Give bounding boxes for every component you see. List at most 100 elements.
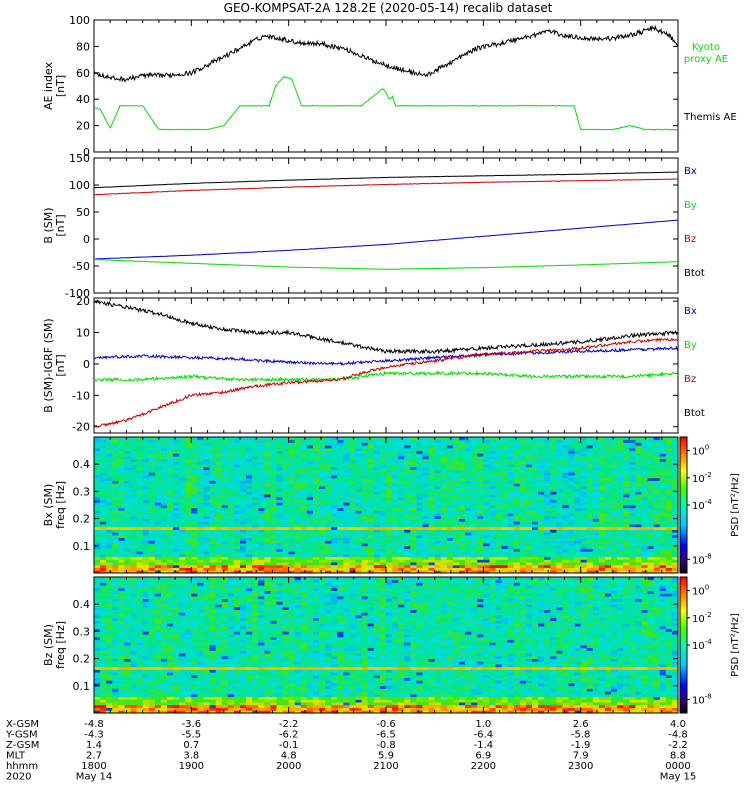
bx-spec-cell: [629, 442, 636, 446]
bx-spec-cell: [154, 445, 162, 449]
bx-spec-cell: [167, 458, 174, 462]
bx-spec-cell: [373, 524, 381, 528]
bx-spec-cell: [185, 483, 192, 487]
bx-spec-cell: [203, 480, 210, 484]
bx-spec-cell: [544, 521, 551, 525]
bx-spec-cell: [641, 485, 648, 490]
bx-spec-cell: [246, 439, 253, 443]
bx-spec-cell: [532, 513, 539, 517]
bx-spec-cell: [477, 480, 484, 484]
bx-spec-cell: [331, 505, 338, 509]
bx-spec-cell: [130, 502, 137, 506]
bx-spec-cell: [617, 524, 624, 528]
bx-spec-cell: [611, 562, 618, 566]
bx-spec-cell: [221, 480, 229, 484]
bx-spec-cell: [440, 526, 448, 530]
bx-spec-cell: [641, 545, 648, 549]
bx-spec-cell: [227, 496, 235, 500]
bx-spec-cell: [209, 483, 217, 487]
bx-spec-cell: [568, 453, 575, 457]
bx-spec-cell: [519, 532, 527, 536]
bx-spec-cell: [580, 553, 588, 558]
bx-spec-cell: [160, 439, 168, 443]
bx-spec-cell: [331, 439, 338, 443]
bx-spec-cell: [124, 540, 131, 544]
bx-spec-cell: [501, 562, 509, 566]
bx-spec-cell: [422, 466, 429, 471]
bx-spec-cell: [477, 545, 484, 549]
bx-spec-cell: [313, 483, 320, 487]
bx-spec-cell: [233, 485, 241, 490]
bx-spec-cell: [471, 521, 478, 525]
bx-spec-cell: [203, 518, 210, 522]
bx-spec-cell: [142, 445, 150, 449]
bx-spec-cell: [483, 483, 490, 487]
bx-spec-cell: [227, 505, 235, 509]
bx-spec-cell: [252, 556, 259, 560]
bx-spec-cell: [130, 564, 137, 568]
bx-spec-cell: [404, 532, 411, 536]
ae-ytick-label: 40: [76, 93, 90, 106]
bx-spec-cell: [525, 491, 533, 495]
bx-spec-cell: [629, 567, 636, 571]
bx-spec-cell: [452, 548, 460, 552]
bx-spec-cell: [167, 564, 174, 568]
bx-spec-cell: [112, 461, 119, 465]
bx-spec-cell: [586, 456, 594, 460]
bx-spec-cell: [349, 439, 356, 443]
bx-spec-cell: [501, 553, 509, 558]
bx-spec-cell: [294, 540, 302, 544]
ae-ytick-label: 60: [76, 67, 90, 80]
bx-spec-cell: [215, 483, 223, 487]
bx-spec-cell: [154, 466, 162, 471]
bx-spec-cell: [525, 505, 533, 509]
bx-spec-cell: [580, 532, 588, 536]
bx-spec-cell: [525, 502, 533, 506]
bx-spec-cell: [538, 491, 545, 495]
bx-spec-cell: [501, 458, 509, 462]
bx-spec-cell: [94, 469, 101, 473]
bx-spec-cell: [392, 456, 399, 460]
bx-spec-cell: [519, 491, 527, 495]
bx-spec-cell: [215, 453, 223, 457]
bx-spec-cell: [209, 485, 217, 490]
bx-spec-cell: [386, 513, 393, 517]
bx-spec-cell: [124, 477, 131, 481]
bx-spec-cell: [617, 437, 624, 441]
bx-spec-cell: [173, 439, 180, 443]
bx-spec-cell: [544, 494, 551, 498]
bx-spec-cell: [483, 534, 490, 539]
bx-spec-cell: [519, 545, 527, 549]
bx-spec-cell: [349, 477, 356, 481]
bx-spec-cell: [525, 553, 533, 558]
bx-spec-cell: [361, 526, 369, 530]
bx-spec-cell: [191, 499, 198, 503]
bx-spec-cell: [124, 548, 131, 552]
bx-spec-cell: [276, 553, 283, 558]
bx-spec-cell: [465, 445, 472, 449]
bx-spec-cell: [629, 518, 636, 522]
bx-spec-cell: [440, 447, 448, 451]
bx-spec-cell: [386, 485, 393, 490]
bx-spec-cell: [392, 562, 399, 566]
bx-spec-cell: [617, 513, 624, 517]
bx-spec-cell: [337, 466, 344, 471]
bx-spec-cell: [623, 450, 630, 454]
bx-spec-cell: [264, 515, 271, 519]
bx-spec-cell: [440, 548, 448, 552]
bx-spec-cell: [379, 472, 387, 476]
bx-spec-cell: [635, 456, 642, 460]
bx-spec-cell: [629, 564, 636, 568]
bx-spec-cell: [641, 556, 648, 560]
bx-spec-cell: [617, 442, 624, 446]
bx-spec-cell: [513, 480, 521, 484]
bx-spec-cell: [635, 564, 642, 568]
bx-spec-cell: [124, 537, 131, 541]
bx-spec-cell: [422, 439, 429, 443]
bx-spec-cell: [367, 513, 375, 517]
bx-spec-cell: [586, 442, 594, 446]
bx-spec-cell: [130, 570, 137, 574]
bx-spec-cell: [653, 480, 661, 484]
bx-spec-cell: [191, 564, 198, 568]
bx-spec-cell: [215, 505, 223, 509]
